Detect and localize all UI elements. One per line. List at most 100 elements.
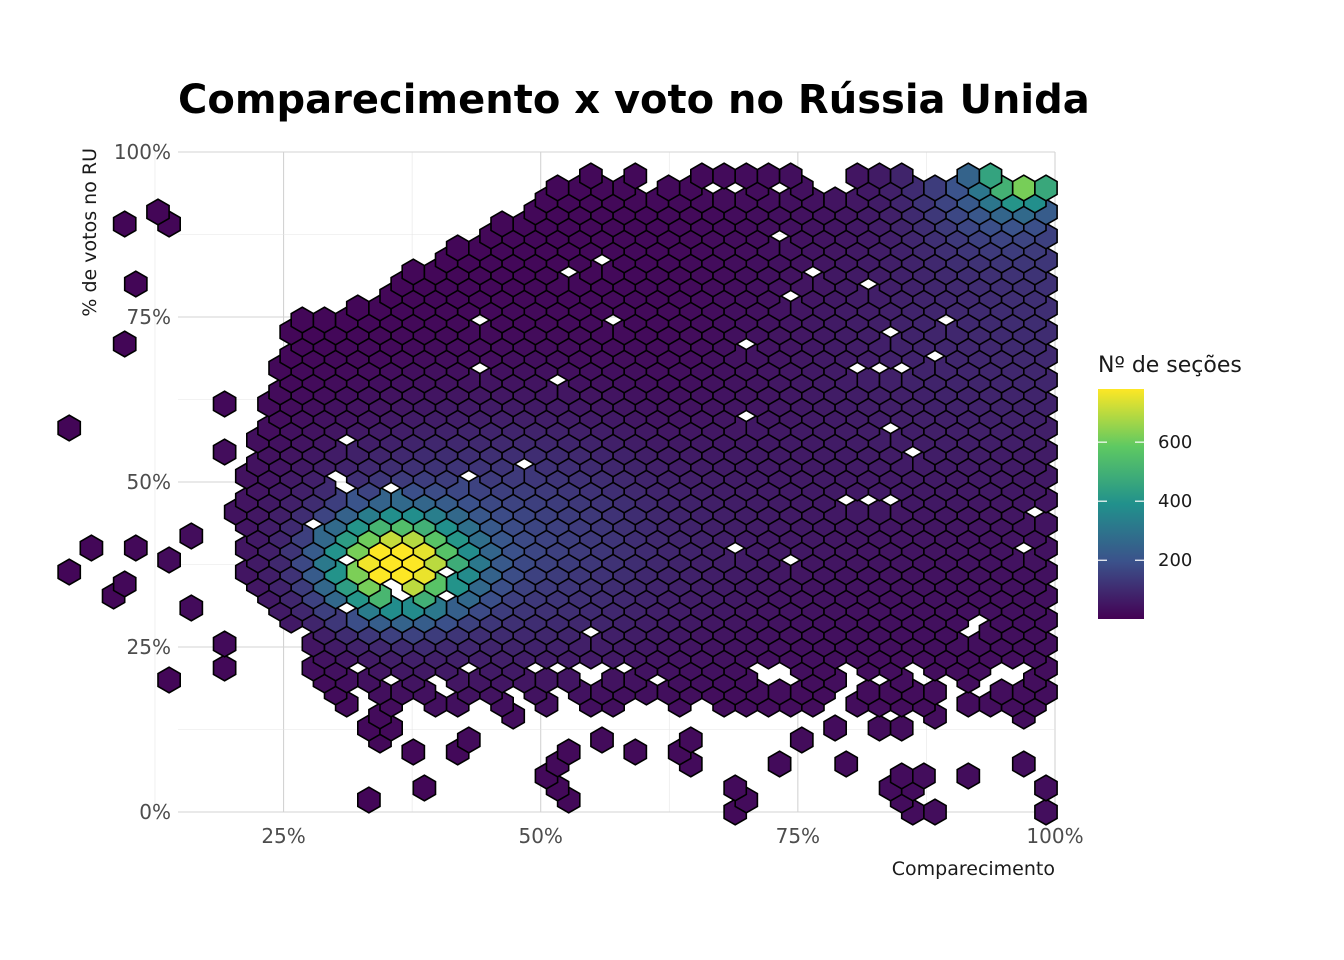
hex-cell xyxy=(401,258,426,286)
hex-cell xyxy=(656,174,681,202)
legend-tick-label-2: 600 xyxy=(1158,432,1192,453)
hex-cell xyxy=(179,522,204,550)
y-tick-label-4: 100% xyxy=(114,140,171,164)
hex-cell xyxy=(845,498,870,526)
hex-cell xyxy=(57,414,82,442)
y-axis-label: % de votos no RU xyxy=(79,148,101,317)
hex-cell xyxy=(623,162,648,190)
hex-cell xyxy=(867,162,892,190)
hex-cell xyxy=(867,498,892,526)
chart-title: Comparecimento x voto no Rússia Unida xyxy=(178,77,1090,123)
hex-cell xyxy=(1034,174,1058,202)
hex-cell xyxy=(889,714,914,742)
hex-cell xyxy=(79,534,104,562)
hex-cell xyxy=(723,774,748,802)
hex-cell xyxy=(123,534,148,562)
hex-cell xyxy=(212,390,237,418)
hex-cell xyxy=(112,570,137,598)
y-tick-label-0: 0% xyxy=(139,800,171,824)
hex-cells xyxy=(57,162,1058,826)
hex-cell xyxy=(856,366,881,394)
hex-cell xyxy=(157,666,181,694)
hex-cell xyxy=(456,726,481,754)
hex-cell xyxy=(623,738,648,766)
hex-cell xyxy=(1011,174,1036,202)
hex-cell xyxy=(534,666,559,694)
hex-cell xyxy=(1034,510,1058,538)
hex-cell xyxy=(845,162,870,190)
hex-cell xyxy=(789,726,814,754)
hex-cell xyxy=(978,162,1003,190)
hex-cell xyxy=(112,330,137,358)
hex-cell xyxy=(867,714,892,742)
hex-cell xyxy=(823,714,848,742)
hex-cell xyxy=(767,678,792,706)
hex-cell xyxy=(1034,798,1058,826)
hex-cell xyxy=(112,210,137,238)
x-tick-label-3: 100% xyxy=(1026,824,1083,848)
y-axis-ticks: 0% 25% 50% 75% 100% xyxy=(114,140,171,824)
hex-cell xyxy=(412,774,437,802)
hex-cell xyxy=(856,678,881,706)
y-tick-label-2: 50% xyxy=(127,470,171,494)
x-axis-ticks: 25% 50% 75% 100% xyxy=(261,824,1083,848)
hex-cell xyxy=(356,786,381,814)
hex-cell xyxy=(578,162,603,190)
hex-cell xyxy=(734,162,759,190)
hex-cell xyxy=(956,690,981,718)
hex-cell xyxy=(923,798,947,826)
y-tick-label-3: 75% xyxy=(127,305,171,329)
hex-cell xyxy=(834,750,859,778)
hex-cell xyxy=(179,594,204,622)
hex-cell xyxy=(490,210,515,238)
hex-cell xyxy=(212,630,237,658)
hex-cell xyxy=(712,186,737,214)
x-tick-label-2: 75% xyxy=(776,824,820,848)
hex-cell xyxy=(123,270,148,298)
legend: Nº de seções 200 400 600 xyxy=(1098,353,1242,619)
hex-cell xyxy=(756,162,781,190)
hex-cell xyxy=(146,198,170,226)
hex-cell xyxy=(823,186,848,214)
x-tick-label-0: 25% xyxy=(261,824,305,848)
hex-cell xyxy=(712,162,737,190)
hex-cell xyxy=(956,762,981,790)
hex-cell xyxy=(601,666,626,694)
hex-cell xyxy=(345,294,370,322)
hex-cell xyxy=(911,762,936,790)
hex-cell xyxy=(956,162,981,190)
hex-cell xyxy=(545,174,570,202)
hex-cell xyxy=(778,162,803,190)
hex-cell xyxy=(556,666,581,694)
hex-cell xyxy=(401,738,426,766)
hex-cell xyxy=(445,234,470,262)
hex-cell xyxy=(889,762,914,790)
hex-cell xyxy=(556,738,581,766)
hex-cell xyxy=(1011,750,1036,778)
hex-cell xyxy=(989,678,1014,706)
x-tick-label-1: 50% xyxy=(518,824,562,848)
hex-cell xyxy=(157,546,181,574)
hex-cell xyxy=(678,726,703,754)
legend-colorbar xyxy=(1098,389,1144,619)
legend-tick-label-1: 400 xyxy=(1158,491,1192,512)
hex-cell xyxy=(767,750,792,778)
hex-cell xyxy=(212,438,237,466)
hex-cell xyxy=(57,558,82,586)
hex-cell xyxy=(923,174,947,202)
hex-cell xyxy=(590,726,614,754)
hex-cell xyxy=(889,162,914,190)
hex-cell xyxy=(212,654,237,682)
hex-cell xyxy=(312,306,337,334)
legend-title: Nº de seções xyxy=(1098,353,1242,378)
hex-cell xyxy=(923,678,947,706)
hex-cell xyxy=(878,366,903,394)
hex-cell xyxy=(1034,774,1058,802)
hex-cell xyxy=(290,306,315,334)
legend-tick-label-0: 200 xyxy=(1158,550,1192,571)
legend-ticks: 200 400 600 xyxy=(1098,432,1192,571)
hex-cell xyxy=(689,162,714,190)
y-tick-label-1: 25% xyxy=(127,635,171,659)
x-axis-label: Comparecimento xyxy=(892,858,1055,880)
